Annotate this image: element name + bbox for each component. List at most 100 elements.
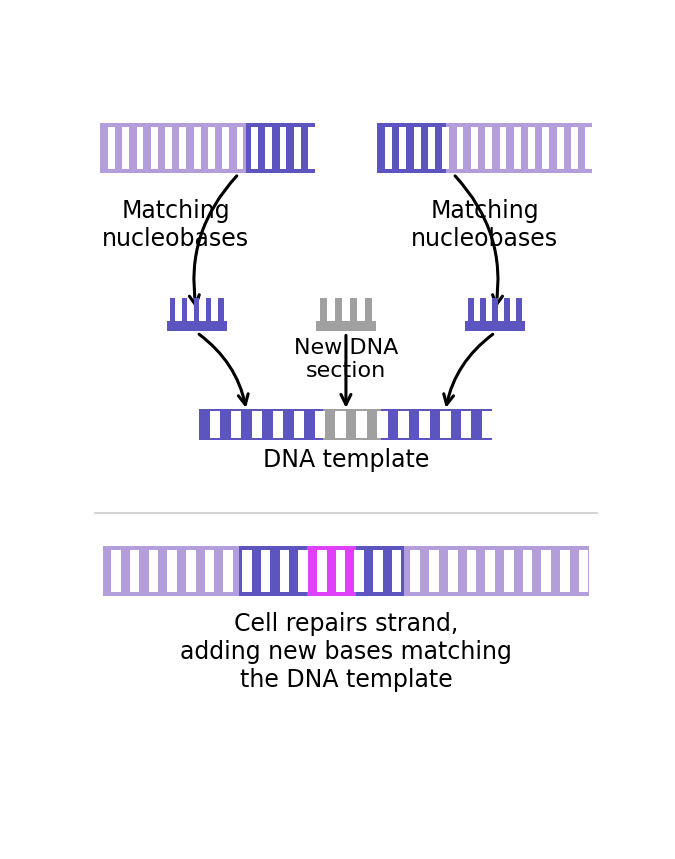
Bar xyxy=(223,551,233,592)
Bar xyxy=(356,411,367,438)
Bar xyxy=(207,298,211,320)
Bar xyxy=(317,551,327,592)
Bar xyxy=(514,127,520,168)
Bar xyxy=(500,127,506,168)
Bar xyxy=(294,127,300,168)
Text: New DNA
section: New DNA section xyxy=(294,338,398,381)
Text: Matching
nucleobases: Matching nucleobases xyxy=(103,199,250,251)
Bar xyxy=(261,551,271,592)
Bar xyxy=(461,411,472,438)
Bar xyxy=(136,127,143,168)
Bar xyxy=(522,551,533,592)
Bar xyxy=(528,127,535,168)
Bar xyxy=(208,127,215,168)
Bar xyxy=(231,411,242,438)
Bar xyxy=(320,298,327,320)
Bar xyxy=(356,546,404,596)
Bar xyxy=(186,551,196,592)
Bar xyxy=(465,320,525,332)
Bar xyxy=(246,123,315,173)
Bar xyxy=(585,127,592,168)
Bar xyxy=(541,551,551,592)
Bar xyxy=(222,127,229,168)
Bar xyxy=(428,127,435,168)
Bar xyxy=(167,320,227,332)
Bar xyxy=(414,127,421,168)
Bar xyxy=(100,123,246,173)
Bar xyxy=(279,551,289,592)
Bar xyxy=(148,551,158,592)
Bar xyxy=(122,127,129,168)
Bar xyxy=(404,546,589,596)
Text: Cell repairs strand,
adding new bases matching
the DNA template: Cell repairs strand, adding new bases ma… xyxy=(180,612,512,692)
Bar xyxy=(130,551,140,592)
Bar xyxy=(316,320,376,332)
Bar xyxy=(579,551,589,592)
Bar xyxy=(468,298,474,320)
Bar xyxy=(482,411,493,438)
Bar xyxy=(373,551,383,592)
Bar xyxy=(251,127,258,168)
Bar xyxy=(210,411,220,438)
Bar xyxy=(165,127,172,168)
Bar xyxy=(194,298,200,320)
Bar xyxy=(315,411,325,438)
Bar xyxy=(398,411,409,438)
Bar xyxy=(377,411,388,438)
Bar xyxy=(419,411,430,438)
Bar xyxy=(504,298,510,320)
Bar xyxy=(471,127,478,168)
Bar xyxy=(440,411,451,438)
Bar xyxy=(392,551,402,592)
Bar xyxy=(200,409,323,441)
Bar xyxy=(218,298,223,320)
Bar xyxy=(298,551,308,592)
Bar xyxy=(516,298,522,320)
Bar xyxy=(504,551,514,592)
Bar xyxy=(167,551,177,592)
Bar xyxy=(442,127,449,168)
Bar xyxy=(335,298,342,320)
Bar xyxy=(242,551,252,592)
Bar xyxy=(108,127,115,168)
Bar xyxy=(350,298,356,320)
Bar xyxy=(365,298,372,320)
Bar xyxy=(400,127,406,168)
Bar xyxy=(279,127,286,168)
Bar xyxy=(485,551,495,592)
Bar xyxy=(446,123,592,173)
Bar xyxy=(170,298,176,320)
Text: DNA template: DNA template xyxy=(263,448,429,472)
Bar xyxy=(381,409,493,441)
Bar xyxy=(194,127,200,168)
Bar xyxy=(335,411,346,438)
Bar xyxy=(111,551,121,592)
Bar xyxy=(182,298,188,320)
Bar xyxy=(377,123,446,173)
Bar xyxy=(466,551,477,592)
Bar xyxy=(308,127,315,168)
Bar xyxy=(323,409,381,441)
Bar xyxy=(560,551,570,592)
Bar xyxy=(410,551,420,592)
Bar xyxy=(237,127,244,168)
Bar xyxy=(239,546,307,596)
Bar xyxy=(294,411,304,438)
Text: Matching
nucleobases: Matching nucleobases xyxy=(411,199,558,251)
Bar xyxy=(557,127,564,168)
Bar xyxy=(205,551,214,592)
Bar xyxy=(571,127,578,168)
Bar xyxy=(485,127,492,168)
Bar xyxy=(103,546,239,596)
Bar xyxy=(151,127,158,168)
Bar xyxy=(481,298,485,320)
Bar xyxy=(265,127,272,168)
Bar xyxy=(385,127,392,168)
Bar xyxy=(335,551,345,592)
Bar xyxy=(273,411,284,438)
Bar xyxy=(457,127,464,168)
Bar xyxy=(307,546,356,596)
Bar xyxy=(493,298,497,320)
Bar xyxy=(448,551,458,592)
Bar xyxy=(252,411,262,438)
